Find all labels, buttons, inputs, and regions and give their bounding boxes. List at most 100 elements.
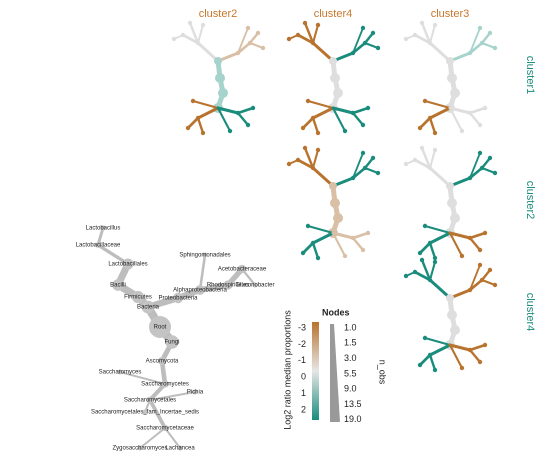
tree-edge (418, 353, 432, 367)
size-tick: 13.5 (344, 399, 362, 409)
tree-node (432, 22, 438, 28)
tree-edge (428, 116, 437, 135)
tree-edge (351, 106, 370, 115)
size-tick: 1.0 (344, 322, 357, 332)
tree-node (137, 445, 143, 451)
tree-edge (139, 427, 166, 449)
tree-node (112, 279, 124, 291)
tree-node (459, 365, 465, 371)
row-label: cluster2 (524, 181, 536, 220)
color-tick: 0 (301, 372, 306, 382)
node-label: Saccharomycetes (141, 382, 189, 388)
tree-edge (191, 99, 220, 110)
node-label: Root (154, 325, 167, 331)
tree-edge (311, 23, 320, 45)
tree-node (192, 389, 198, 395)
small-trees (171, 20, 498, 373)
tree-node (417, 362, 423, 368)
tree-node (432, 147, 438, 153)
tree-node (459, 253, 465, 259)
color-tick: 2 (301, 404, 306, 414)
tree-edge (469, 152, 481, 179)
tree-edge (303, 21, 315, 45)
tree-node (370, 30, 376, 36)
tree-edge (311, 148, 320, 170)
tree-edge (331, 106, 355, 115)
tree-node (190, 98, 196, 104)
color-tick: -1 (298, 355, 306, 365)
tree-node (492, 170, 498, 176)
tree-edge (448, 106, 464, 133)
tree-node (342, 253, 348, 259)
tree-edge (301, 116, 315, 130)
tree-node (422, 335, 428, 341)
tree-edge (468, 348, 482, 364)
color-label: Log2 ratio median proportions (282, 310, 292, 430)
tree-edge (186, 116, 200, 130)
tree-node (149, 316, 171, 338)
tree-node (200, 22, 206, 28)
tree-edge (311, 166, 335, 188)
tree-node (245, 25, 251, 31)
tree-edge (428, 343, 452, 357)
tree-node (245, 122, 251, 128)
tree-edge (237, 27, 249, 54)
tree-edge (196, 116, 205, 135)
tree-edge (448, 231, 464, 258)
node-label: Saccharomycetaceae (136, 426, 194, 432)
tree-node (477, 247, 483, 253)
tree-edge (423, 224, 452, 235)
tree-edge (306, 99, 335, 110)
color-tick: 1 (301, 388, 306, 398)
tree-node (315, 130, 321, 136)
tree-node (375, 45, 381, 51)
tree-edge (119, 371, 166, 385)
tree-node (492, 282, 498, 288)
tree-edge (301, 241, 315, 255)
node-label: Fungi (164, 340, 179, 346)
size-tick: 1.5 (344, 338, 357, 348)
tree-node (360, 150, 366, 156)
tree-node (214, 57, 222, 65)
tree-edge (423, 336, 452, 347)
tree-node (302, 20, 308, 26)
tree-node (365, 230, 371, 236)
column-label: cluster2 (199, 8, 238, 20)
tree-edge (351, 236, 365, 252)
tree-node (260, 45, 266, 51)
tree-node (370, 155, 376, 161)
tree-edge (216, 106, 232, 133)
node-label: Bacilli (110, 283, 126, 289)
size-tick: 19.0 (344, 414, 362, 424)
tree-node (252, 282, 258, 288)
node-label: Saccharomycetales (124, 398, 176, 404)
tree-node (300, 250, 306, 256)
tree-node (237, 264, 247, 274)
tree-edge (428, 23, 437, 45)
tree-node (403, 36, 409, 42)
tree-edge (306, 224, 335, 235)
tree-node (146, 396, 154, 404)
tree-node (365, 105, 371, 111)
tree-node (482, 230, 488, 236)
tree-node (487, 30, 493, 36)
tree-node (161, 424, 169, 432)
tree-edge (428, 148, 437, 170)
tree-edge (420, 258, 432, 282)
tree-edge (428, 166, 452, 188)
tree-edge (468, 231, 487, 240)
tree-node (419, 145, 425, 151)
tree-node (375, 170, 381, 176)
tree-node (141, 300, 155, 314)
tree-edge (363, 41, 380, 50)
big-tree: Root Fungi Bacteria Firmicutes Bacilli Lactob… (76, 225, 275, 452)
size-wedge (330, 324, 340, 422)
tree-edge (469, 27, 481, 54)
legend-title: Nodes (322, 307, 350, 317)
tree-node (477, 25, 483, 31)
tree-edge (351, 231, 370, 240)
tree-node (315, 22, 321, 28)
tree-edge (236, 106, 255, 115)
node-label: Gluconobacter (235, 283, 274, 289)
